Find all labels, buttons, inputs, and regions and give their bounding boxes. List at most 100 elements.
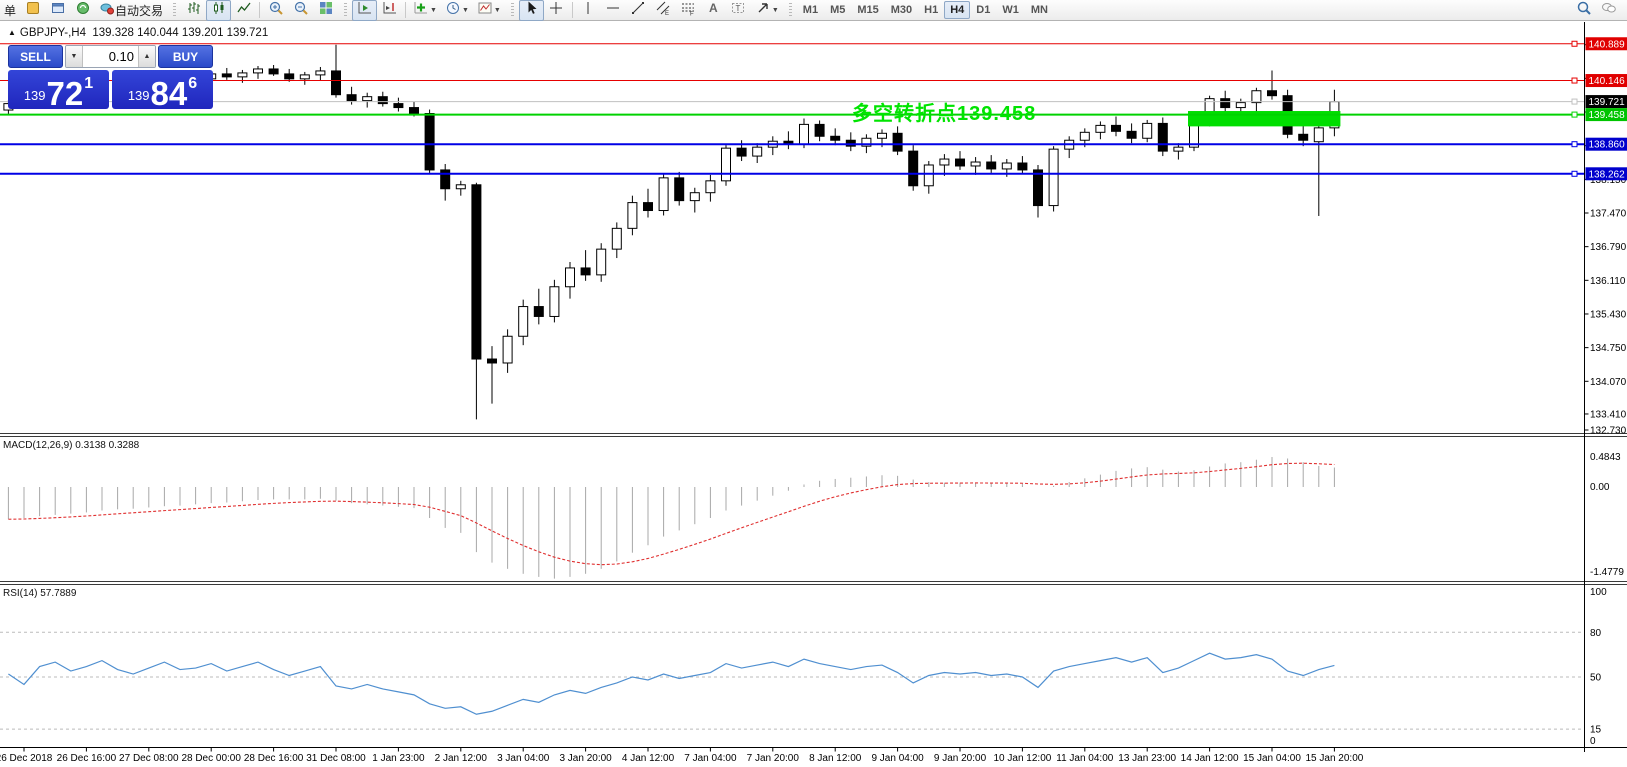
search-button[interactable]: [1571, 0, 1596, 21]
cursor-button[interactable]: [518, 0, 544, 21]
timeframe-m5[interactable]: M5: [830, 4, 846, 16]
line-anchor: [1571, 170, 1578, 177]
equidistant-channel-button[interactable]: E: [651, 0, 676, 21]
candle-body: [1126, 130, 1137, 139]
new-chart-icon: [25, 0, 41, 21]
candle-body: [1111, 124, 1121, 132]
svg-text:136.110: 136.110: [1590, 276, 1626, 287]
timeframe-m1[interactable]: M1: [802, 4, 819, 16]
price-badge: [1585, 167, 1627, 181]
chart-shift-button[interactable]: [377, 0, 402, 21]
timeframe-mn[interactable]: MN: [1030, 4, 1048, 16]
volume-input[interactable]: [83, 46, 138, 67]
horizontal-line-button[interactable]: [601, 0, 626, 21]
buy-button[interactable]: BUY: [158, 45, 213, 68]
svg-text:135.430: 135.430: [1590, 309, 1627, 320]
svg-text:80: 80: [1590, 628, 1602, 639]
candle-body: [502, 335, 513, 364]
timeframe-d1[interactable]: D1: [976, 4, 991, 16]
tile-windows-button[interactable]: [313, 0, 338, 21]
svg-text:A: A: [709, 1, 718, 15]
candle-body: [611, 227, 622, 250]
rsi-level-lines: [0, 631, 1585, 730]
candle-body: [596, 248, 607, 276]
candle-body: [284, 73, 295, 80]
candle-body: [268, 68, 279, 75]
candle-body: [331, 70, 341, 96]
chat-button[interactable]: [1596, 0, 1621, 21]
panel-separators: [0, 433, 1627, 748]
svg-text:138.860: 138.860: [1589, 140, 1626, 151]
candle-body: [518, 306, 529, 337]
line-chart-button[interactable]: [231, 0, 256, 21]
svg-text:132.730: 132.730: [1590, 426, 1627, 437]
indicators-button[interactable]: ▼: [409, 0, 441, 21]
toolbar-drag-handle[interactable]: [344, 3, 348, 17]
sell-price-display[interactable]: 139 72 1: [8, 70, 109, 110]
timeframe-m15[interactable]: M15: [857, 4, 879, 16]
candle-body: [752, 146, 763, 157]
rsi-label: RSI(14) 57.7889: [3, 588, 77, 599]
svg-text:26 Dec 2018: 26 Dec 2018: [0, 753, 53, 764]
timeframe-h4[interactable]: H4: [944, 1, 971, 19]
new-order-button[interactable]: 单: [0, 0, 20, 21]
candle-body: [1313, 127, 1324, 143]
svg-text:100: 100: [1590, 587, 1607, 598]
candle-body: [393, 103, 404, 109]
svg-text:8 Jan 12:00: 8 Jan 12:00: [809, 753, 862, 764]
candle-body: [970, 161, 981, 167]
zoom-in-button[interactable]: [263, 0, 288, 21]
macd-signal-line: [8, 462, 1335, 566]
svg-text:26 Dec 16:00: 26 Dec 16:00: [57, 753, 117, 764]
timeframe-m30[interactable]: M30: [890, 4, 913, 16]
timeframe-w1[interactable]: W1: [1002, 4, 1019, 16]
periods-button[interactable]: ▼: [441, 0, 473, 21]
auto-scroll-button[interactable]: [352, 0, 378, 21]
sell-button[interactable]: SELL: [8, 45, 63, 68]
volume-stepper: ▼ ▲: [65, 45, 156, 68]
crosshair-button[interactable]: [544, 0, 569, 21]
market-watch-button[interactable]: [70, 0, 95, 21]
trendline-button[interactable]: [626, 0, 651, 21]
text-label-button[interactable]: T: [726, 0, 751, 21]
candle-body: [221, 73, 232, 78]
candle-body: [689, 192, 700, 202]
search-icon: [1576, 0, 1592, 21]
bar-chart-icon: [186, 0, 202, 21]
text-label-icon: T: [730, 0, 746, 21]
svg-text:E: E: [665, 11, 669, 16]
profiles-button[interactable]: [45, 0, 70, 21]
svg-text:31 Dec 08:00: 31 Dec 08:00: [306, 753, 366, 764]
timeframe-h1[interactable]: H1: [924, 4, 939, 16]
support-zone-rect[interactable]: [1188, 111, 1341, 127]
templates-button[interactable]: ▼: [473, 0, 505, 21]
new-chart-button[interactable]: [20, 0, 45, 21]
line-anchor: [1571, 77, 1578, 84]
svg-text:28 Dec 00:00: 28 Dec 00:00: [181, 753, 241, 764]
svg-text:2 Jan 12:00: 2 Jan 12:00: [435, 753, 488, 764]
bar-chart-button[interactable]: [181, 0, 206, 21]
autotrading-button[interactable]: 自动交易: [95, 0, 167, 21]
fibonacci-button[interactable]: F: [676, 0, 701, 21]
volume-increase-button[interactable]: ▲: [138, 46, 155, 67]
zoom-out-button[interactable]: [288, 0, 313, 21]
line-chart-icon: [236, 0, 252, 21]
text-tool-button[interactable]: A: [701, 0, 726, 21]
toolbar-drag-handle[interactable]: [173, 3, 177, 17]
fibonacci-icon: F: [680, 0, 696, 21]
candlestick-chart-button[interactable]: [206, 0, 232, 21]
toolbar-drag-handle[interactable]: [510, 3, 514, 17]
horizontal-line-icon: [605, 0, 621, 21]
svg-text:50: 50: [1590, 673, 1602, 684]
chart-canvas[interactable]: 140.870140.190139.510138.830138.150137.4…: [0, 22, 1627, 767]
arrows-button[interactable]: ▼: [751, 0, 783, 21]
vertical-line-button[interactable]: [576, 0, 601, 21]
buy-price-display[interactable]: 139 84 6: [112, 70, 213, 110]
svg-text:15 Jan 04:00: 15 Jan 04:00: [1243, 753, 1301, 764]
pivot-annotation[interactable]: 多空转折点139.458: [852, 103, 1037, 125]
candle-body: [1079, 131, 1090, 141]
panel-collapse-icon[interactable]: ▲: [8, 28, 16, 37]
volume-decrease-button[interactable]: ▼: [66, 46, 83, 67]
toolbar-drag-handle[interactable]: [788, 3, 792, 17]
